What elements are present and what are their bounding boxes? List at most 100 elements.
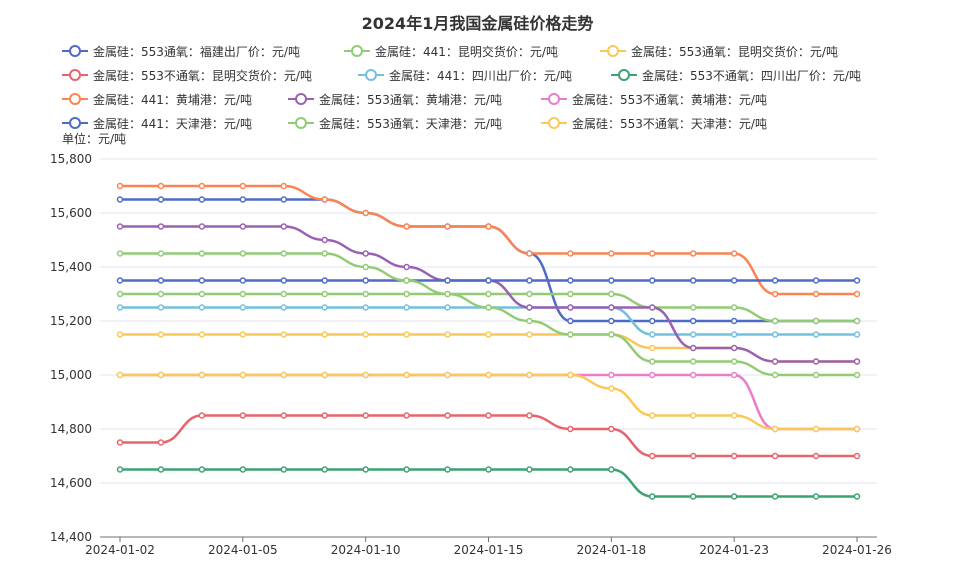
data-point [812, 452, 820, 460]
data-point [116, 466, 124, 473]
legend-label: 金属硅：441：黄埔港：元/吨 [93, 92, 252, 107]
data-point [362, 412, 369, 419]
data-point [239, 371, 247, 379]
legend-item[interactable]: 金属硅：441：昆明交货价：元/吨 [344, 43, 558, 59]
data-point [321, 304, 328, 311]
series-points [116, 182, 861, 500]
data-point [198, 466, 206, 473]
axes: 14,400 14,600 14,800 15,000 15,200 15,400 15,6… [50, 152, 892, 557]
data-point [321, 277, 328, 284]
series-line-3 [120, 333, 857, 363]
data-point [239, 250, 247, 257]
data-point [157, 290, 165, 298]
data-point [362, 371, 369, 379]
data-point [608, 304, 615, 311]
data-point [771, 331, 779, 338]
legend-item[interactable]: 金属硅：553不通氧：四川出厂价：元/吨 [611, 67, 861, 83]
legend-item[interactable]: 金属硅：441：四川出厂价：元/吨 [358, 67, 572, 83]
data-point [730, 493, 738, 500]
legend-item[interactable]: 金属硅：553不通氧：黄埔港：元/吨 [541, 91, 767, 107]
data-point [526, 290, 533, 298]
legend-label: 金属硅：553通氧：福建出厂价：元/吨 [93, 44, 300, 59]
legend-item[interactable]: 金属硅：441：黄埔港：元/吨 [62, 91, 252, 107]
data-point [403, 304, 410, 311]
legend-swatch [600, 45, 626, 57]
data-point [280, 277, 288, 284]
data-point [608, 250, 615, 257]
legend-item[interactable]: 金属硅：553通氧：昆明交货价：元/吨 [600, 43, 838, 59]
data-point [608, 425, 615, 433]
data-point [608, 385, 615, 392]
data-point [403, 331, 410, 338]
data-point [444, 290, 451, 298]
data-point [853, 331, 861, 338]
data-point [116, 182, 124, 190]
legend-item[interactable]: 金属硅：553通氧：黄埔港：元/吨 [288, 91, 502, 107]
data-point [730, 358, 738, 365]
data-point [116, 439, 124, 446]
legend-swatch [62, 69, 88, 81]
data-point [771, 290, 779, 298]
data-point [526, 331, 533, 338]
data-point [485, 466, 492, 473]
data-point [280, 412, 288, 419]
data-point [362, 304, 369, 311]
legend-swatch [358, 69, 384, 81]
data-point [812, 371, 820, 379]
data-point [526, 277, 533, 284]
data-point [689, 304, 697, 311]
data-point [321, 412, 328, 419]
data-point [567, 331, 574, 338]
data-point [567, 425, 574, 433]
data-point [362, 331, 369, 338]
legend-item[interactable]: 金属硅：553通氧：天津港：元/吨 [288, 115, 502, 131]
legend-item[interactable]: 金属硅：441：天津港：元/吨 [62, 115, 252, 131]
data-point [567, 250, 574, 257]
data-point [280, 371, 288, 379]
data-point [116, 277, 124, 284]
data-point [362, 466, 369, 473]
data-point [689, 452, 697, 460]
series-lines [119, 184, 857, 498]
legend-label: 金属硅：553不通氧：四川出厂价：元/吨 [642, 68, 861, 83]
y-tick-label: 14,800 [50, 422, 92, 436]
data-point [362, 250, 369, 257]
data-point [198, 290, 206, 298]
data-point [649, 277, 656, 284]
y-tick-label: 14,400 [50, 530, 92, 544]
data-point [157, 250, 165, 257]
legend-label: 金属硅：553不通氧：天津港：元/吨 [572, 116, 767, 131]
data-point [771, 425, 779, 433]
data-point [157, 466, 165, 473]
data-point [116, 223, 124, 230]
x-tick-label: 2024-01-10 [331, 543, 401, 557]
data-point [280, 196, 288, 203]
data-point [157, 439, 165, 446]
data-point [853, 358, 861, 365]
data-point [812, 290, 820, 298]
data-point [689, 344, 697, 352]
data-point [116, 331, 124, 338]
data-point [485, 412, 492, 419]
legend-swatch [62, 93, 88, 105]
legend-item[interactable]: 金属硅：553不通氧：天津港：元/吨 [541, 115, 767, 131]
data-point [730, 371, 738, 379]
y-axis-unit-label: 单位：元/吨 [62, 132, 127, 146]
data-point [239, 304, 247, 311]
data-point [771, 317, 779, 325]
data-point [198, 250, 206, 257]
data-point [280, 466, 288, 473]
data-point [853, 371, 861, 379]
x-tick-label: 2024-01-18 [576, 543, 646, 557]
legend-item[interactable]: 金属硅：553不通氧：昆明交货价：元/吨 [62, 67, 312, 83]
legend-item[interactable]: 金属硅：553通氧：福建出厂价：元/吨 [62, 43, 300, 59]
data-point [771, 358, 779, 365]
legend-label: 金属硅：553不通氧：黄埔港：元/吨 [572, 92, 767, 107]
data-point [812, 493, 820, 500]
data-point [730, 250, 738, 257]
data-point [608, 331, 615, 338]
y-tick-label: 14,600 [50, 476, 92, 490]
data-point [771, 452, 779, 460]
data-point [362, 290, 369, 298]
data-point [403, 263, 410, 271]
